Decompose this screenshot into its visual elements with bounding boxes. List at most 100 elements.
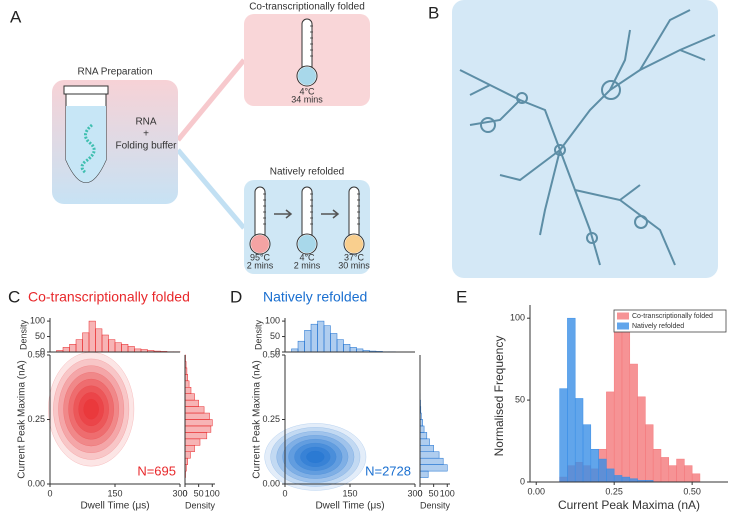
x-tick-label: 100	[440, 488, 455, 498]
annotation: N=2728	[365, 463, 411, 478]
marginal-bar	[310, 323, 318, 353]
y-tick-label: 100	[510, 313, 525, 323]
legend-swatch	[617, 322, 629, 330]
y-tick-label: 0.50	[262, 349, 280, 359]
marginal-bar	[114, 342, 122, 353]
density-contour	[300, 446, 331, 468]
time: 2 mins	[294, 260, 321, 270]
y-tick-label: 100	[30, 315, 45, 325]
chart-title: Natively refolded	[263, 289, 367, 305]
panel-label: B	[428, 3, 439, 22]
step-arrow	[274, 209, 340, 219]
legend-label: Co-transcriptionally folded	[632, 313, 713, 320]
bar	[613, 475, 623, 483]
panel-label: D	[230, 287, 242, 306]
y-tick-label: 100	[265, 315, 280, 325]
marginal-bar	[317, 320, 325, 353]
panel-label: A	[10, 7, 22, 26]
bar	[629, 363, 638, 483]
marginal-bar	[330, 333, 338, 353]
marginal-bar	[184, 387, 192, 394]
x-tick-label: 50	[429, 488, 439, 498]
x-tick-label: 0	[417, 488, 422, 498]
marginal-bar	[127, 346, 135, 353]
bar	[582, 424, 592, 483]
bar	[613, 317, 623, 483]
x-axis-label: Current Peak Maxima (nA)	[558, 498, 700, 512]
time: 2 mins	[247, 260, 274, 270]
prep-title: RNA Preparation	[77, 67, 152, 78]
bar	[567, 317, 576, 483]
marginal-bar	[349, 347, 357, 353]
y-tick-label: 0.50	[27, 349, 45, 359]
thermo-bulb	[298, 67, 316, 85]
marginal-bar	[82, 332, 90, 353]
connector	[176, 58, 246, 142]
bar	[621, 476, 631, 483]
marginal-bar	[336, 339, 344, 353]
density-contour	[83, 398, 99, 420]
native-title: Natively refolded	[270, 167, 344, 178]
annotation: N=695	[137, 463, 176, 478]
marginal-bar	[69, 344, 77, 353]
marginal-bar	[419, 457, 444, 465]
density-contour	[270, 427, 361, 487]
y-tick-label: 50	[515, 394, 525, 404]
panel-label: E	[456, 287, 467, 306]
bar	[637, 396, 646, 483]
bar	[574, 398, 584, 483]
bar	[606, 468, 615, 483]
y-tick-label: 50	[35, 331, 45, 341]
marginal-bar	[121, 344, 129, 353]
bar	[676, 458, 685, 483]
density-contour	[78, 392, 105, 427]
marginal-bar	[184, 399, 199, 407]
panel-label: C	[8, 287, 20, 306]
marginal-bar	[184, 425, 212, 433]
chart-title: Co-transcriptionally folded	[28, 289, 190, 305]
prep-text: RNA	[135, 117, 156, 128]
x-tick-label: 150	[107, 488, 122, 498]
x-tick-label: 100	[205, 488, 220, 498]
y-axis-label: Current Peak Maxima (nA)	[252, 360, 263, 478]
marginal-bar	[419, 425, 425, 433]
marginal-bar	[184, 438, 201, 446]
marginal-bar	[323, 325, 331, 353]
x-tick-label: 0.50	[683, 486, 701, 496]
x-tick-label: 50	[194, 488, 204, 498]
temp: 4°C	[299, 86, 315, 96]
y-tick-label: 0	[520, 476, 525, 486]
y-tick-label: 0	[40, 346, 45, 356]
temp: 37°C	[344, 252, 365, 262]
y-axis-label: Density	[253, 319, 263, 350]
x-tick-label: 0.25	[605, 486, 623, 496]
density-contour	[264, 423, 367, 491]
marginal-bar	[184, 406, 205, 414]
thermo-bulb	[298, 235, 316, 253]
marginal-bar	[184, 419, 213, 427]
bar	[559, 388, 568, 483]
x-axis-label: Dwell Time (μs)	[315, 501, 384, 512]
legend-box	[613, 309, 727, 333]
bar	[598, 458, 607, 483]
density-contour	[306, 450, 325, 464]
marginal-bar	[101, 334, 109, 353]
y-axis-label: Current Peak Maxima (nA)	[17, 360, 28, 478]
marginal-bar	[88, 320, 96, 353]
marginal-bar	[419, 464, 448, 472]
x-tick-label: 300	[407, 488, 422, 498]
legend-swatch	[617, 312, 629, 320]
y-axis-label: Density	[18, 319, 28, 350]
plot-area	[50, 355, 180, 484]
temp: 95°C	[250, 252, 271, 262]
bar	[652, 448, 662, 483]
density-contour	[63, 372, 120, 447]
bar	[691, 473, 701, 483]
bar	[668, 465, 677, 483]
marginal-bar	[419, 451, 440, 459]
x-axis-label: Density	[185, 500, 216, 510]
cotx-title: Co-transcriptionally folded	[249, 2, 365, 13]
x-tick-label: 0	[47, 488, 52, 498]
x-tick-label: 0	[282, 488, 287, 498]
